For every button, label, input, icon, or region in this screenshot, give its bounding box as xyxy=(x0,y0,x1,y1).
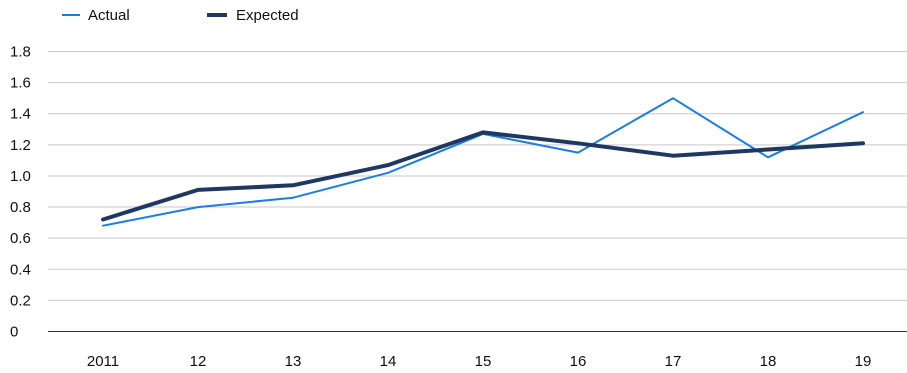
x-tick-label: 17 xyxy=(665,353,682,370)
x-tick-label: 16 xyxy=(570,353,587,370)
series-line-expected xyxy=(101,130,865,222)
y-tick-label: 1.6 xyxy=(10,75,31,92)
legend-item-actual[interactable]: Actual xyxy=(62,7,130,24)
y-tick-label: 1.0 xyxy=(10,168,31,185)
legend-label-actual: Actual xyxy=(88,7,130,24)
x-axis-tick-labels: 2011 12 13 14 15 16 17 18 19 xyxy=(87,353,871,370)
gridlines xyxy=(48,51,907,301)
y-tick-label: 1.2 xyxy=(10,137,31,154)
x-tick-label: 18 xyxy=(760,353,777,370)
x-tick-label: 15 xyxy=(475,353,492,370)
x-tick-label: 14 xyxy=(380,353,397,370)
y-tick-label: 1.4 xyxy=(10,106,31,123)
y-tick-label: 0 xyxy=(10,324,18,341)
x-tick-label: 12 xyxy=(190,353,207,370)
legend: Actual Expected xyxy=(62,7,299,24)
y-tick-label: 0.2 xyxy=(10,292,31,309)
series-lines xyxy=(101,97,865,227)
y-tick-label: 1.8 xyxy=(10,44,31,61)
x-tick-label: 13 xyxy=(285,353,302,370)
x-tick-label: 19 xyxy=(855,353,872,370)
y-tick-label: 0.4 xyxy=(10,261,31,278)
y-tick-label: 0.6 xyxy=(10,230,31,247)
y-tick-label: 0.8 xyxy=(10,199,31,216)
y-axis-tick-labels: 0 0.2 0.4 0.6 0.8 1.0 1.2 1.4 1.6 1.8 xyxy=(10,44,31,341)
x-tick-label: 2011 xyxy=(87,353,119,370)
legend-label-expected: Expected xyxy=(236,7,299,24)
legend-item-expected[interactable]: Expected xyxy=(207,7,299,24)
